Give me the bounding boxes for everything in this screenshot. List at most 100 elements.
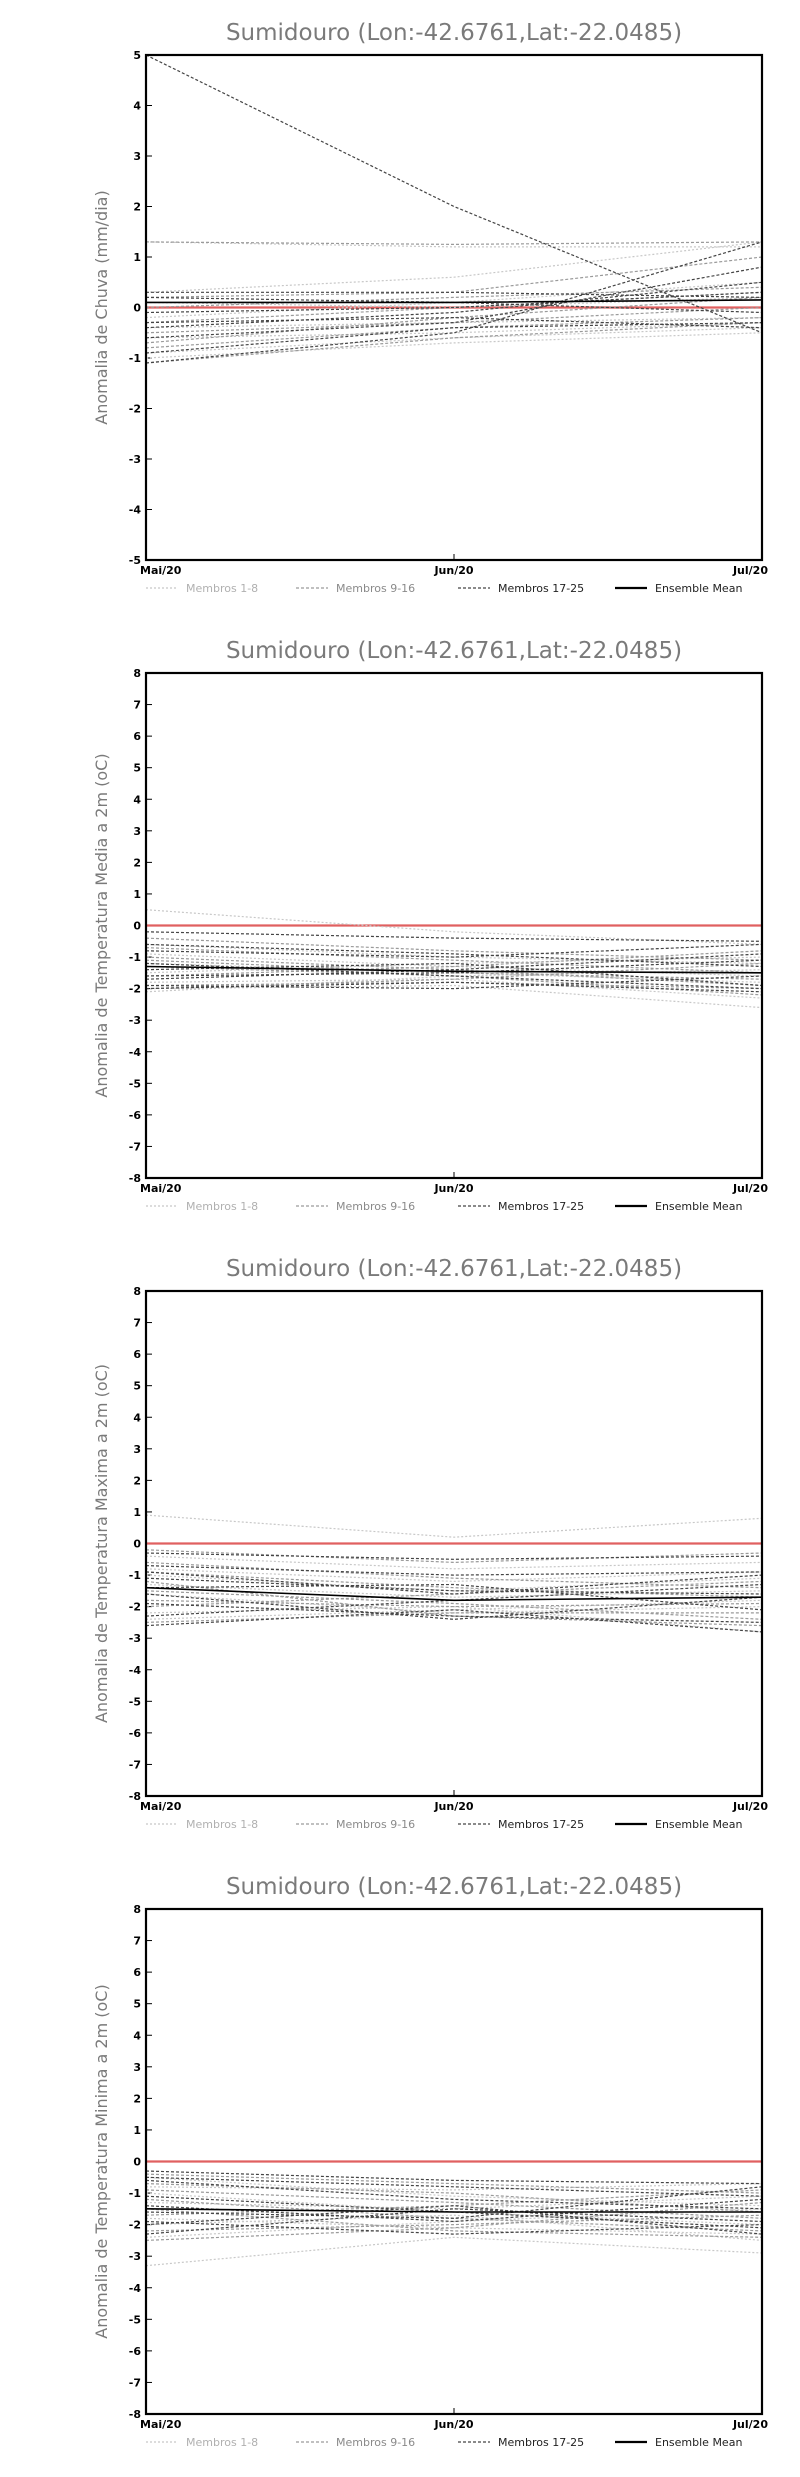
y-tick-label: 3	[133, 825, 141, 838]
legend-label: Membros 1-8	[186, 2436, 258, 2449]
member-series-line	[145, 947, 763, 974]
y-tick-label: 8	[133, 1903, 141, 1916]
y-tick-label: -2	[129, 983, 141, 996]
member-series-line	[145, 317, 763, 349]
y-tick-label: 1	[133, 2124, 141, 2137]
member-series-line	[145, 962, 763, 983]
x-tick-label: Jul/20	[732, 2418, 768, 2431]
chart-panel-4: Sumidouro (Lon:-42.6761,Lat:-22.0485) Ano…	[92, 1874, 768, 2449]
member-series-line	[145, 2236, 763, 2267]
member-series-line	[145, 962, 763, 990]
chart-panel-3: Sumidouro (Lon:-42.6761,Lat:-22.0485) Ano…	[92, 1256, 768, 1831]
member-series-line	[145, 1602, 763, 1623]
member-series-line	[145, 1561, 763, 1589]
legend-label: Membros 1-8	[186, 1818, 258, 1831]
member-series-line	[145, 1577, 763, 1595]
member-series-line	[145, 1555, 763, 1570]
member-series-line	[145, 1571, 763, 1598]
member-series-line	[145, 956, 763, 974]
x-tick-label: Jul/20	[732, 1182, 768, 1195]
member-series-line	[145, 937, 763, 961]
member-series-line	[145, 322, 763, 339]
y-tick-label: -8	[129, 1172, 141, 1185]
legend-label: Membros 1-8	[186, 1200, 258, 1213]
chart-panel-2: Sumidouro (Lon:-42.6761,Lat:-22.0485) Ano…	[92, 638, 768, 1213]
member-series-line	[145, 2189, 763, 2216]
member-series-line	[145, 241, 763, 293]
member-series-line	[145, 296, 763, 314]
y-tick-label: -3	[129, 1014, 141, 1027]
y-tick-label: -1	[129, 951, 141, 964]
y-tick-label: 5	[133, 1380, 141, 1393]
y-tick-label: -6	[129, 2345, 142, 2358]
chart-title: Sumidouro (Lon:-42.6761,Lat:-22.0485)	[226, 638, 682, 664]
x-tick-label: Mai/20	[140, 2418, 182, 2431]
y-tick-label: -7	[129, 2376, 141, 2389]
plot-frame	[144, 1289, 764, 1798]
member-series-line	[145, 2189, 763, 2219]
member-series-line	[145, 2198, 763, 2223]
y-tick-label: 0	[133, 920, 141, 933]
y-tick-label: -4	[129, 1046, 142, 1059]
member-series-line	[145, 959, 763, 977]
x-tick-label: Jun/20	[433, 2418, 473, 2431]
legend-label: Membros 1-8	[186, 582, 258, 595]
y-tick-label: -8	[129, 2408, 141, 2421]
y-tick-label: 4	[133, 793, 141, 806]
member-series-line	[145, 2173, 763, 2194]
x-tick-label: Mai/20	[140, 1800, 182, 1813]
y-tick-label: 7	[133, 699, 141, 712]
legend-label: Membros 17-25	[498, 1200, 584, 1213]
member-series-line	[145, 256, 763, 298]
y-tick-label: 4	[133, 1411, 141, 1424]
member-series-line	[145, 1568, 763, 1583]
member-series-line	[145, 291, 763, 324]
member-series-line	[145, 241, 763, 246]
y-tick-label: -2	[129, 403, 141, 416]
member-series-line	[145, 2214, 763, 2241]
y-tick-label: -4	[129, 504, 142, 517]
member-series-line	[145, 984, 763, 1009]
y-tick-label: 3	[133, 2061, 141, 2074]
member-series-line	[145, 943, 763, 968]
x-tick-label: Jul/20	[732, 564, 768, 577]
member-series-line	[145, 1599, 763, 1620]
member-series-line	[145, 956, 763, 987]
member-series-line	[145, 965, 763, 996]
legend-label: Membros 17-25	[498, 1818, 584, 1831]
member-series-line	[145, 1549, 763, 1564]
y-tick-label: 6	[133, 730, 141, 743]
member-series-line	[146, 291, 763, 298]
y-axis-label: Anomalia de Chuva (mm/dia)	[92, 190, 111, 424]
member-series-line	[145, 1565, 763, 1576]
member-series-line	[145, 2195, 763, 2229]
member-series-line	[145, 316, 763, 329]
y-tick-label: -7	[129, 1758, 141, 1771]
member-series-line	[145, 2208, 763, 2238]
member-series-line	[145, 2201, 763, 2241]
legend-label: Membros 17-25	[498, 582, 584, 595]
y-tick-label: -3	[129, 2250, 141, 2263]
member-series-line	[145, 306, 763, 334]
member-series-line	[145, 2220, 763, 2235]
member-series-line	[145, 931, 763, 942]
y-tick-label: -7	[129, 1140, 141, 1153]
plot-frame	[144, 53, 764, 562]
member-series-line	[145, 266, 763, 339]
x-tick-label: Jul/20	[732, 1800, 768, 1813]
member-series-line	[145, 1514, 763, 1538]
y-tick-label: 7	[133, 1935, 141, 1948]
legend-label: Membros 17-25	[498, 2436, 584, 2449]
ensemble-mean-line	[146, 299, 763, 304]
y-axis-label: Anomalia de Temperatura Maxima a 2m (oC)	[92, 1364, 111, 1723]
member-series-line	[145, 1580, 763, 1608]
member-series-line	[145, 1599, 763, 1608]
y-tick-label: -1	[129, 352, 141, 365]
y-tick-label: 6	[133, 1348, 141, 1361]
member-series-line	[145, 2195, 763, 2210]
x-tick-label: Mai/20	[140, 564, 182, 577]
y-tick-label: -2	[129, 1601, 141, 1614]
member-series-line	[145, 943, 763, 964]
legend-label: Ensemble Mean	[655, 582, 742, 595]
